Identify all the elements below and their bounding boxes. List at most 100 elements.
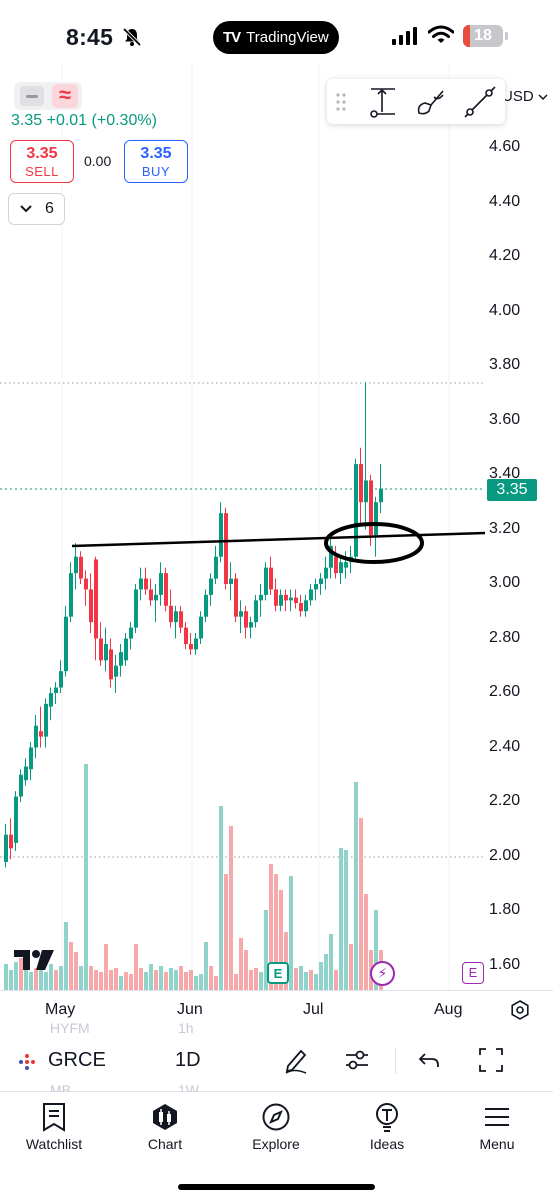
toolbar-divider bbox=[395, 1048, 396, 1074]
candle-body bbox=[369, 480, 373, 535]
last-price: 3.35 bbox=[11, 112, 43, 129]
interval-selector[interactable]: 1D bbox=[175, 1049, 201, 1071]
candle-body bbox=[279, 594, 283, 606]
volume-bar bbox=[314, 974, 318, 990]
volume-bar bbox=[89, 966, 93, 990]
candle-body bbox=[84, 578, 88, 590]
volume-bar bbox=[239, 938, 243, 990]
candle-body bbox=[269, 567, 273, 590]
candle-body bbox=[204, 594, 208, 617]
price-axis-label: 2.00 bbox=[489, 846, 521, 864]
candle-body bbox=[154, 594, 158, 601]
candle-body bbox=[74, 556, 78, 574]
price-axis-label: 2.80 bbox=[489, 628, 521, 646]
price-axis-label: 4.00 bbox=[489, 301, 521, 319]
indicators-sliders-icon[interactable] bbox=[343, 1046, 371, 1074]
candle-body bbox=[254, 600, 258, 623]
earnings-badge[interactable]: E bbox=[267, 962, 289, 984]
nav-menu[interactable]: Menu bbox=[447, 1102, 547, 1152]
pencil-draw-icon[interactable] bbox=[282, 1046, 310, 1074]
volume-bar bbox=[39, 960, 43, 990]
sell-button[interactable]: 3.35 SELL bbox=[10, 140, 74, 183]
candle-body bbox=[334, 556, 338, 574]
price-chart[interactable] bbox=[0, 64, 553, 990]
volume-bar bbox=[259, 972, 263, 990]
volume-bar bbox=[234, 974, 238, 990]
candle-body bbox=[19, 774, 23, 797]
candle-body bbox=[359, 464, 363, 503]
volume-bar bbox=[129, 974, 133, 990]
candle-body bbox=[224, 513, 228, 584]
candle-body bbox=[94, 559, 98, 639]
candle-body bbox=[329, 545, 333, 568]
volume-bar bbox=[249, 970, 253, 990]
undo-icon[interactable] bbox=[416, 1046, 444, 1074]
candle-body bbox=[274, 589, 278, 606]
candle-body bbox=[199, 616, 203, 639]
volume-bar bbox=[284, 932, 288, 990]
volume-bar bbox=[49, 964, 53, 990]
candle-body bbox=[4, 834, 8, 862]
wave-icon[interactable]: ≈ bbox=[52, 84, 78, 108]
candle-body bbox=[304, 600, 308, 612]
settings-icon[interactable] bbox=[509, 999, 531, 1021]
tradingview-pill[interactable]: TV TradingView bbox=[213, 21, 339, 54]
nav-explore[interactable]: Explore bbox=[226, 1102, 326, 1152]
price-axis-label: 2.20 bbox=[489, 792, 521, 809]
current-price-tag: 3.35 bbox=[487, 479, 537, 501]
drawing-toolbar[interactable] bbox=[327, 79, 505, 124]
volume-bar bbox=[224, 874, 228, 990]
volume-bar bbox=[204, 942, 208, 990]
nav-watchlist[interactable]: Watchlist bbox=[4, 1102, 104, 1152]
volume-bar bbox=[374, 910, 378, 990]
candle-body bbox=[364, 480, 368, 503]
earnings-upcoming-badge[interactable]: E bbox=[462, 962, 484, 984]
lightning-icon[interactable]: ⚡ bbox=[370, 961, 395, 986]
status-bar: 8:45 TV TradingView 18 bbox=[0, 0, 553, 64]
candle-body bbox=[194, 638, 198, 650]
symbol-name[interactable]: GRCE bbox=[48, 1049, 106, 1071]
volume-bar bbox=[134, 944, 138, 990]
app-pill-label: TradingView bbox=[246, 29, 329, 46]
volume-bar bbox=[109, 970, 113, 990]
trend-line-tool-icon[interactable] bbox=[463, 85, 497, 119]
price-axis-label: 4.40 bbox=[489, 192, 521, 210]
chart-area[interactable] bbox=[0, 64, 553, 990]
buy-button[interactable]: 3.35 BUY bbox=[124, 140, 188, 183]
indicators-collapse-button[interactable]: 6 bbox=[8, 193, 65, 225]
volume-bar bbox=[329, 934, 333, 990]
volume-bar bbox=[149, 964, 153, 990]
volume-bar bbox=[254, 968, 258, 990]
bottom-nav: Watchlist Chart Explore Ideas bbox=[0, 1092, 553, 1200]
candle-body bbox=[129, 627, 133, 639]
nav-chart[interactable]: Chart bbox=[115, 1102, 215, 1152]
battery-tip bbox=[505, 32, 508, 40]
candle-body bbox=[289, 597, 293, 601]
chart-mode-toggle[interactable]: ≈ bbox=[14, 82, 82, 110]
candle-body bbox=[109, 649, 113, 680]
minus-icon[interactable] bbox=[20, 86, 44, 106]
brush-tool-icon[interactable] bbox=[413, 85, 449, 119]
price-range-tool-icon[interactable] bbox=[365, 85, 399, 119]
volume-bar bbox=[119, 976, 123, 990]
volume-bar bbox=[94, 970, 98, 990]
tradingview-watermark-icon bbox=[14, 950, 54, 970]
drag-handle-icon[interactable] bbox=[335, 92, 347, 112]
chart-icon bbox=[153, 1104, 177, 1130]
volume-bar bbox=[104, 944, 108, 990]
fullscreen-icon[interactable] bbox=[477, 1046, 505, 1074]
time-axis[interactable]: May Jun Jul Aug bbox=[0, 990, 553, 1028]
candle-body bbox=[284, 594, 288, 601]
month-label: Jul bbox=[303, 1001, 324, 1018]
status-time: 8:45 bbox=[66, 24, 114, 50]
volume-bar bbox=[24, 966, 28, 990]
volume-bar bbox=[364, 894, 368, 990]
candle-body bbox=[229, 578, 233, 584]
nav-ideas[interactable]: Ideas bbox=[337, 1102, 437, 1152]
buy-price: 3.35 bbox=[140, 145, 172, 162]
volume-bar bbox=[139, 968, 143, 990]
currency-selector[interactable]: USD bbox=[502, 88, 548, 105]
volume-bar bbox=[84, 764, 88, 990]
volume-bar bbox=[169, 968, 173, 990]
indicator-count: 6 bbox=[45, 200, 54, 217]
